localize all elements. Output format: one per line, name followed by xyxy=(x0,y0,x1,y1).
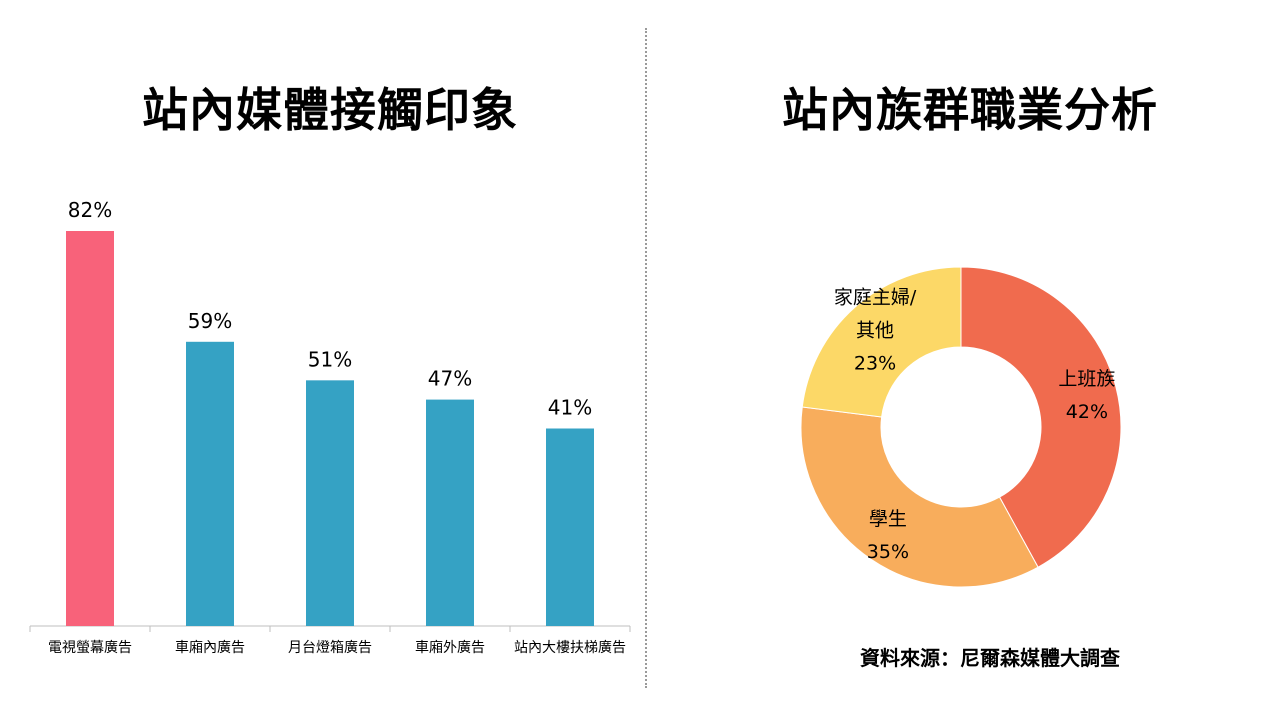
slice-category-label: 其他 xyxy=(856,319,894,341)
bar-5 xyxy=(546,428,594,626)
bar-value-label: 47% xyxy=(428,367,472,391)
donut-slice-3 xyxy=(801,266,962,418)
donut-chart-title: 站內族群職業分析 xyxy=(782,83,1158,137)
bar-2 xyxy=(186,341,234,626)
vertical-divider xyxy=(645,28,647,688)
donut-slice-1 xyxy=(960,266,1122,568)
bar-1 xyxy=(66,231,114,626)
bar-4 xyxy=(426,399,474,626)
bar-value-label: 41% xyxy=(548,396,592,420)
donut-slice-2 xyxy=(800,406,1039,588)
slice-value-label: 23% xyxy=(854,352,896,374)
slice-category-label: 家庭主婦/ xyxy=(834,286,917,308)
x-tick-label: 月台燈箱廣告 xyxy=(288,639,372,656)
slice-category-label: 學生 xyxy=(869,508,907,530)
bar-chart: 82% 電視螢幕廣告 59% 車廂內廣告 51% 月台燈箱廣告 47% 車廂外廣告 41% 站內大… xyxy=(29,198,631,656)
bar-value-label: 82% xyxy=(68,198,112,222)
source-note: 資料來源：尼爾森媒體大調查 xyxy=(860,646,1120,670)
bar-value-label: 59% xyxy=(188,309,232,333)
bar-value-label: 51% xyxy=(308,347,352,371)
donut-chart: 上班族 42% 學生 35% 家庭主婦/其他 23% xyxy=(800,266,1122,588)
x-tick-label: 車廂內廣告 xyxy=(175,639,245,656)
bar-3 xyxy=(306,380,354,626)
x-tick-label: 站內大樓扶梯廣告 xyxy=(514,639,626,656)
x-tick-label: 車廂外廣告 xyxy=(415,639,485,656)
slice-value-label: 35% xyxy=(867,541,909,563)
slice-value-label: 42% xyxy=(1066,401,1108,423)
x-tick-label: 電視螢幕廣告 xyxy=(48,639,132,656)
slice-category-label: 上班族 xyxy=(1058,368,1115,390)
bar-chart-title: 站內媒體接觸印象 xyxy=(142,83,518,137)
